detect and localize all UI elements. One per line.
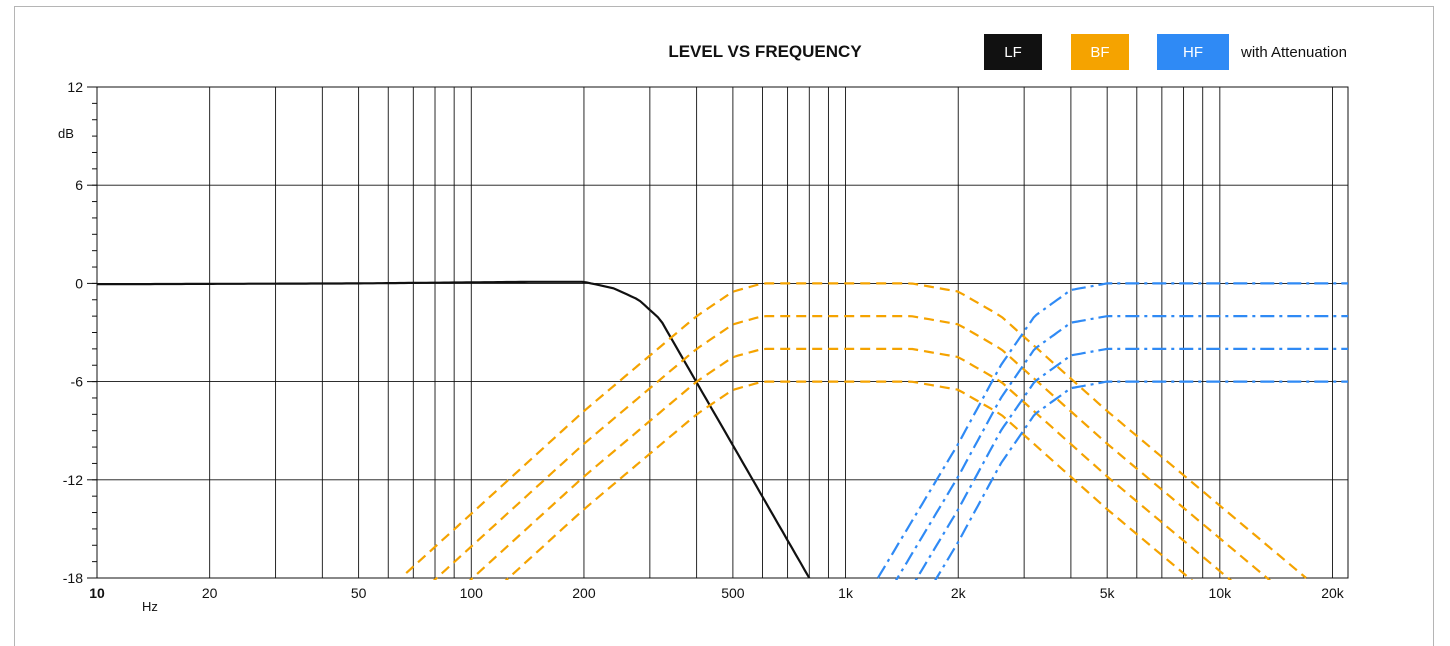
x-tick-label: 20k xyxy=(1321,585,1345,601)
series-line-hf-step-1 xyxy=(894,315,1348,580)
x-axis-label: Hz xyxy=(142,599,158,614)
series-line-hf-step-3 xyxy=(934,380,1348,580)
x-tick-label: 10k xyxy=(1209,585,1233,601)
y-tick-label: 0 xyxy=(75,275,83,291)
series-line-hf-step-2 xyxy=(914,347,1348,580)
series-line-hf-step-0 xyxy=(876,282,1348,579)
chart-frame: LEVEL VS FREQUENCY LF BF HF with Attenua… xyxy=(14,6,1434,646)
x-tick-label: 20 xyxy=(202,585,218,601)
series-line-bf-step-1 xyxy=(432,315,1272,580)
series-line-bf-step-0 xyxy=(405,282,1307,579)
x-tick-label: 200 xyxy=(572,585,596,601)
level-vs-frequency-chart: 12 6 0 -6 -12 -18 dB 10 20 50 100 200 500 1k 2k 5k 10k 20… xyxy=(58,79,1349,614)
x-tick-label: 500 xyxy=(721,585,745,601)
legend-item-bf: BF xyxy=(1071,34,1129,70)
y-tick-label: -6 xyxy=(71,374,84,390)
legend-item-hf: HF xyxy=(1157,34,1229,70)
series-line-bf-step-3 xyxy=(504,380,1194,580)
x-tick-label: 100 xyxy=(460,585,484,601)
y-axis-label: dB xyxy=(58,126,74,141)
y-tick-label: -12 xyxy=(63,472,83,488)
series-line-lf xyxy=(97,280,811,579)
y-tick-label: -18 xyxy=(63,570,83,586)
legend-item-lf: LF xyxy=(984,34,1042,70)
x-tick-label: 5k xyxy=(1100,585,1116,601)
x-tick-label: 1k xyxy=(838,585,854,601)
y-tick-label: 6 xyxy=(75,177,83,193)
y-tick-label: 12 xyxy=(67,79,83,95)
x-tick-label: 10 xyxy=(89,585,105,601)
legend-note: with Attenuation xyxy=(1241,43,1347,61)
x-tick-label: 2k xyxy=(951,585,967,601)
series-line-bf-step-2 xyxy=(468,347,1233,580)
x-tick-label: 50 xyxy=(351,585,367,601)
chart-title: LEVEL VS FREQUENCY xyxy=(668,42,862,61)
